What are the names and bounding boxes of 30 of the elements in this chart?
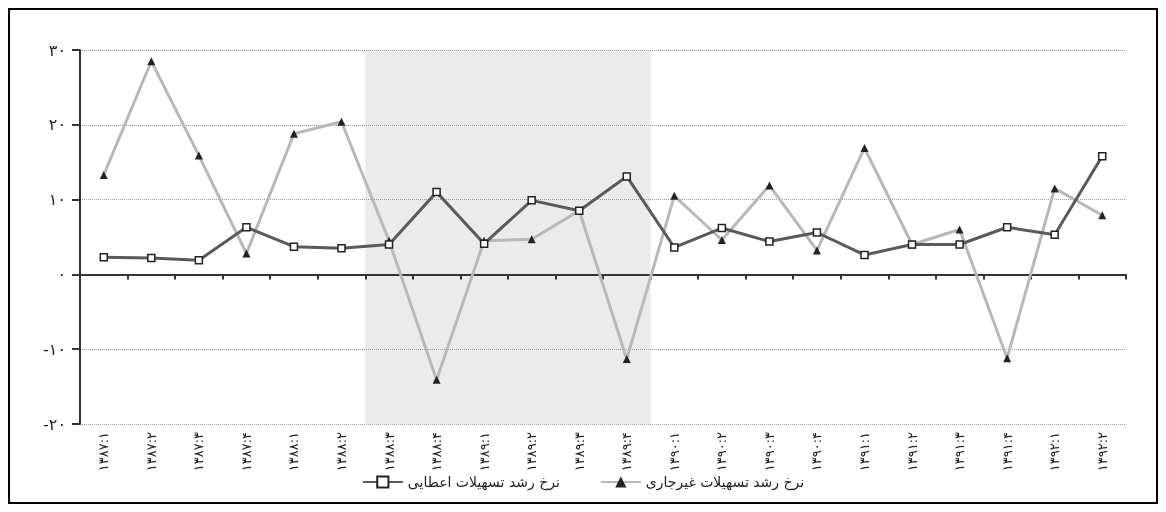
x-tick-label: ۱۳۸۹:۱ [476,432,492,472]
y-tick-label: ۳۰ [48,40,66,60]
x-tick-label: ۱۳۸۷:۴ [238,431,254,472]
legend-label: نرخ رشد تسهیلات اعطایی [407,474,560,491]
x-tick-label: ۱۳۸۷:۳ [191,431,207,472]
x-tick-label: ۱۳۸۹:۳ [571,431,587,472]
x-tick-label: ۱۳۹۰:۳ [761,431,777,472]
x-tick-label: ۱۳۸۹:۴ [619,431,635,472]
y-tick-label: -۲۰ [43,414,66,434]
x-tick-label: ۱۳۹۱:۳ [952,431,968,472]
x-tick-label: ۱۳۹۰:۲ [714,431,730,472]
y-tick-label: ۲۰ [48,115,66,135]
x-tick-label: ۱۳۹۲:۱ [1047,432,1063,472]
x-tick-label: ۱۳۹۱:۱ [857,432,872,472]
y-tick-label: -۱۰ [43,339,66,359]
x-tick-label: ۱۳۹۰:۱ [666,432,682,472]
legend-label: نرخ رشد تسهیلات غیرجاری [645,474,805,491]
x-tick-label: ۱۳۸۹:۲ [524,431,540,472]
x-tick-label: ۱۳۹۲:۲ [1094,431,1110,472]
x-tick-label: ۱۳۸۸:۴ [429,431,445,472]
x-tick-label: ۱۳۹۰:۴ [809,431,825,472]
x-tick-label: ۱۳۸۸:۱ [286,432,302,472]
x-tick-label: ۱۳۹۱:۴ [999,431,1015,472]
y-tick-label: ۰ [57,264,66,284]
x-tick-label: ۱۳۸۷:۱ [96,432,112,472]
x-tick-label: ۱۳۸۸:۲ [334,431,349,472]
x-tick-label: ۱۳۹۱:۲ [904,431,920,472]
x-tick-label: ۱۳۸۷:۲ [143,431,159,472]
y-tick-label: ۱۰ [48,190,66,210]
x-tick-label: ۱۳۸۸:۳ [381,431,397,472]
